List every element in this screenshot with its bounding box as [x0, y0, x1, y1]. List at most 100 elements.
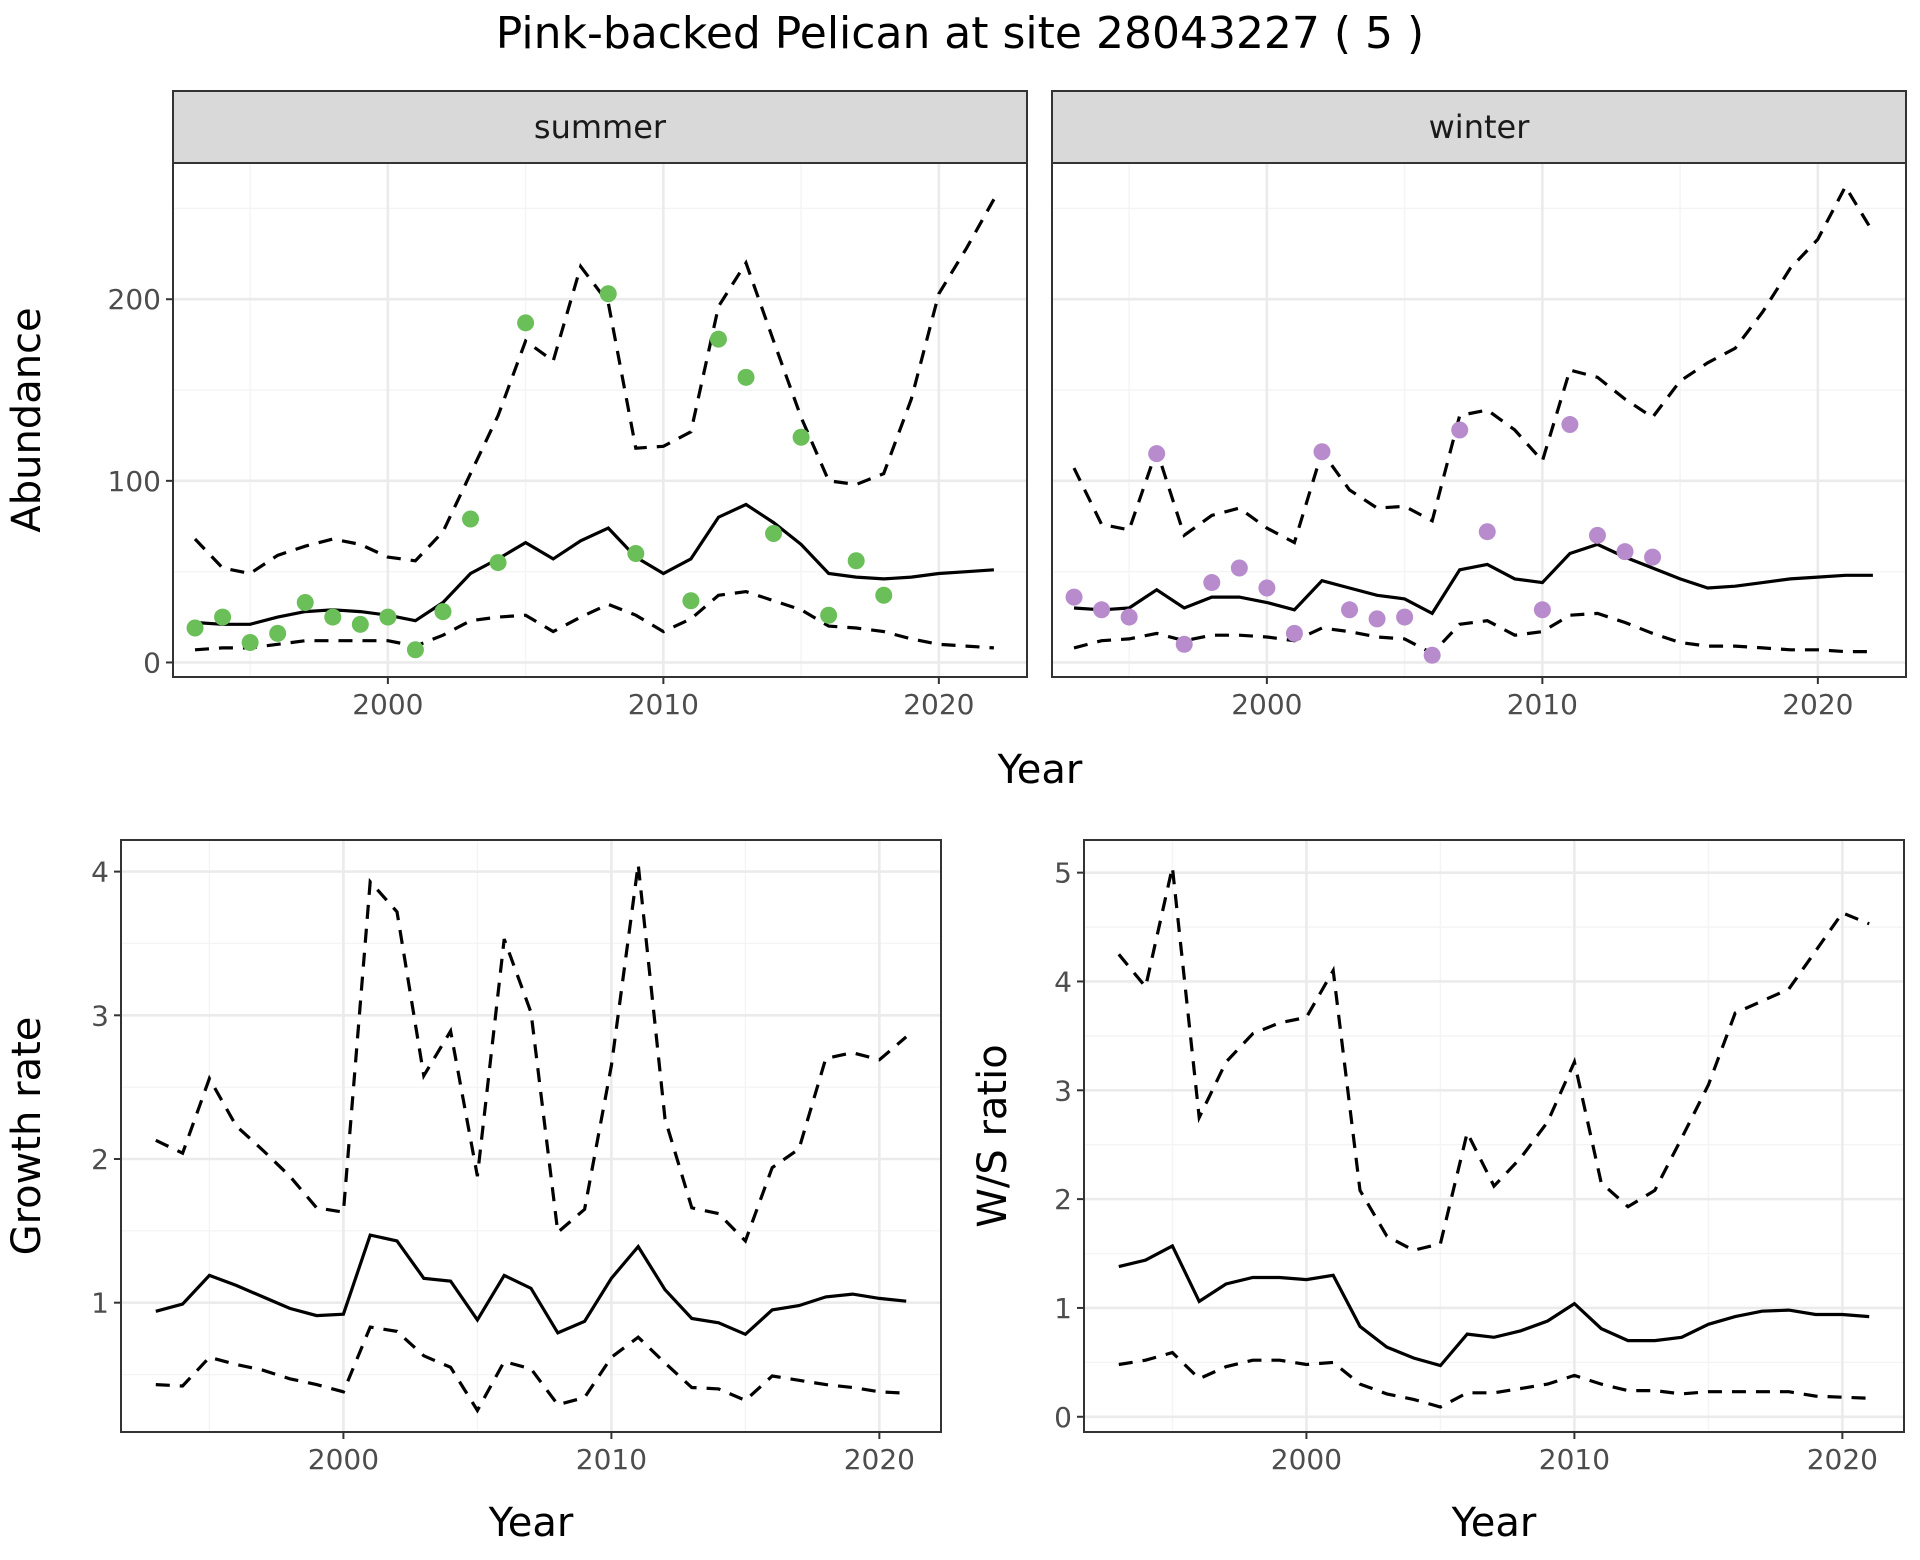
data-point: [1588, 526, 1606, 544]
x-axis-title: Year: [488, 1500, 574, 1546]
series-line-interval: [155, 864, 908, 1244]
series-line-mean: [155, 1233, 907, 1337]
data-point: [1478, 523, 1496, 541]
data-point: [1203, 574, 1221, 592]
data-point: [296, 594, 314, 612]
chart-title: Pink-backed Pelican at site 28043227 ( 5…: [496, 8, 1424, 59]
x-tick-label: 2000: [352, 688, 423, 721]
y-axis-title: Growth rate: [4, 1017, 50, 1256]
y-tick-label: 5: [1054, 857, 1072, 890]
y-tick-label: 4: [1054, 965, 1072, 998]
data-point: [324, 608, 342, 626]
series-line-mean: [1118, 1243, 1870, 1368]
x-tick-label: 2010: [628, 688, 699, 721]
x-tick-label: 2010: [1507, 688, 1578, 721]
panel-winter: winter 2000 2010 2020: [1051, 90, 1907, 721]
y-tick-label: 2: [1054, 1183, 1072, 1216]
facet-strip-label: summer: [534, 108, 667, 146]
data-point: [1396, 608, 1414, 626]
x-tick-label: 2020: [903, 688, 974, 721]
x-tick-label: 2020: [1782, 688, 1853, 721]
x-tick-label: 2000: [308, 1443, 379, 1476]
data-point: [186, 619, 204, 637]
y-tick-label: 1: [91, 1287, 109, 1320]
data-point: [1148, 445, 1166, 463]
series-line-interval: [1118, 1350, 1870, 1409]
data-point: [1285, 624, 1303, 642]
x-tick-label: 2000: [1271, 1443, 1342, 1476]
y-tick-label: 3: [1054, 1074, 1072, 1107]
series-line-interval: [1073, 611, 1873, 656]
series-line-interval: [1117, 866, 1870, 1252]
panel-ws_ratio: 2000 2010 2020 0 1 2 3 4 5 Year W/S ratio: [970, 839, 1905, 1546]
data-point: [1533, 601, 1551, 619]
data-point: [737, 368, 755, 386]
series-line-mean: [1073, 542, 1873, 616]
data-point: [792, 428, 810, 446]
panel-background: [1052, 163, 1906, 677]
x-tick-label: 2010: [576, 1443, 647, 1476]
y-axis-title: W/S ratio: [970, 1044, 1016, 1227]
panel-summer: summer 2000 2010 2020 0 100 200: [108, 90, 1028, 721]
data-point: [765, 525, 783, 543]
data-point: [847, 552, 865, 570]
panel-background: [121, 840, 941, 1432]
data-point: [406, 641, 424, 659]
data-point: [1616, 543, 1634, 561]
panel-border: [120, 839, 942, 1433]
data-point: [241, 633, 259, 651]
series-line-interval: [1072, 183, 1875, 545]
data-point: [1230, 559, 1248, 577]
data-point: [1561, 416, 1579, 434]
y-tick-label: 1: [1054, 1292, 1072, 1325]
facet-strip-label: winter: [1429, 108, 1531, 146]
y-tick-label: 3: [91, 999, 109, 1032]
data-point: [379, 608, 397, 626]
data-point: [214, 608, 232, 626]
x-tick-label: 2020: [1807, 1443, 1878, 1476]
y-tick-label: 200: [108, 283, 161, 316]
data-point: [1341, 601, 1359, 619]
data-point: [1065, 588, 1083, 606]
series-line-interval: [194, 589, 995, 652]
y-tick-label: 0: [1054, 1401, 1072, 1434]
data-point: [1368, 610, 1386, 628]
facet-strip: [172, 90, 1028, 164]
data-point: [875, 586, 893, 604]
data-point: [1175, 635, 1193, 653]
data-point: [1093, 601, 1111, 619]
x-tick-label: 2000: [1231, 688, 1302, 721]
data-point: [1258, 579, 1276, 597]
data-point: [351, 615, 369, 633]
series-line-interval: [193, 198, 996, 576]
y-axis-title: Abundance: [4, 307, 50, 532]
x-axis-title: Year: [997, 747, 1083, 793]
data-point: [1423, 646, 1441, 664]
x-tick-label: 2020: [844, 1443, 915, 1476]
facet-strip: [1051, 90, 1907, 164]
y-tick-label: 2: [91, 1143, 109, 1176]
data-point: [1451, 421, 1469, 439]
data-point: [627, 544, 645, 562]
panel-growth: 2000 2010 2020 1 2 3 4 Year Growth rate: [4, 839, 942, 1546]
data-point: [709, 330, 727, 348]
data-point: [489, 554, 507, 572]
panel-background: [1084, 840, 1904, 1432]
data-point: [820, 606, 838, 624]
x-axis-title: Year: [1451, 1500, 1537, 1546]
data-point: [599, 285, 617, 303]
data-point: [462, 510, 480, 528]
data-point: [682, 592, 700, 610]
data-point: [1120, 608, 1138, 626]
x-tick-label: 2010: [1539, 1443, 1610, 1476]
data-point: [517, 314, 535, 332]
data-point: [269, 624, 287, 642]
panel-border: [1083, 839, 1905, 1433]
data-point: [1644, 548, 1662, 566]
y-tick-label: 0: [143, 646, 161, 679]
y-tick-label: 100: [108, 465, 161, 498]
data-point: [434, 603, 452, 621]
y-tick-label: 4: [91, 856, 109, 889]
